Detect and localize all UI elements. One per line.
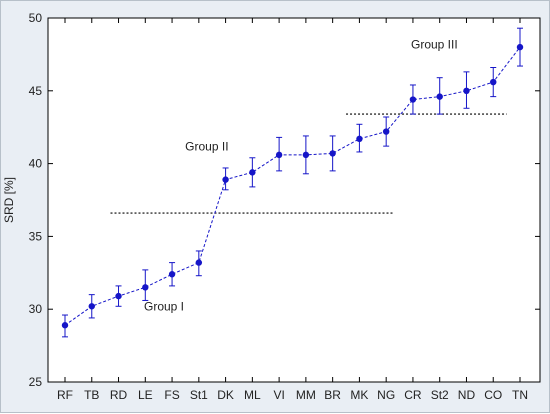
x-tick-label: CR (404, 388, 422, 402)
x-tick-label: VI (273, 388, 284, 402)
data-point (329, 150, 336, 157)
y-axis-title: SRD [%] (2, 177, 16, 223)
data-points (61, 43, 524, 329)
x-tick-label: St1 (190, 388, 208, 402)
group-label: Group I (144, 300, 184, 314)
data-point (142, 284, 149, 291)
y-tick-label: 30 (29, 302, 43, 316)
y-tick-label: 25 (29, 375, 43, 389)
data-point (302, 151, 310, 159)
x-tick-label: St2 (431, 388, 449, 402)
x-tick-label: FS (164, 388, 179, 402)
data-point (88, 303, 95, 310)
data-point (168, 271, 176, 278)
x-tick-label: CO (484, 388, 502, 402)
x-tick-label: MK (350, 388, 368, 402)
x-tick-label: BR (324, 388, 341, 402)
data-point (436, 93, 443, 100)
x-tick-label: ML (244, 388, 261, 402)
data-point (356, 135, 363, 143)
y-tick-label: 40 (29, 157, 43, 171)
data-point (222, 176, 229, 183)
x-tick-label: ND (458, 388, 476, 402)
x-tick-label: TB (84, 388, 99, 402)
data-point (382, 128, 390, 135)
plot-area (47, 17, 541, 383)
x-tick-label: LE (138, 388, 153, 402)
data-point (516, 43, 524, 51)
group-label: Group III (411, 38, 458, 52)
group-annotations: Group I Group II Group III (144, 38, 458, 314)
series-line (64, 46, 521, 326)
x-axis-ticks: RF TB RD LE FS St1 DK ML VI MM BR MK NG CR St2 ND CO TN (57, 18, 528, 402)
y-tick-label: 45 (29, 84, 43, 98)
x-tick-label: RF (57, 388, 73, 402)
y-tick-label: 35 (29, 229, 43, 243)
group-label: Group II (185, 139, 228, 153)
data-point (195, 259, 203, 266)
data-point (490, 78, 497, 86)
data-point (463, 87, 470, 95)
data-point (61, 322, 69, 329)
x-tick-label: DK (217, 388, 234, 402)
x-tick-label: NG (377, 388, 395, 402)
y-tick-label: 50 (29, 11, 43, 25)
data-point (249, 169, 256, 176)
x-tick-label: MM (296, 388, 316, 402)
y-axis-ticks: 25 30 35 40 45 50 (29, 11, 540, 389)
data-point (275, 151, 283, 159)
data-point (409, 96, 417, 103)
separator-lines (110, 113, 507, 214)
x-tick-label: RD (110, 388, 128, 402)
data-point (115, 292, 122, 300)
x-tick-label: TN (512, 388, 528, 402)
series-polyline (64, 46, 521, 326)
